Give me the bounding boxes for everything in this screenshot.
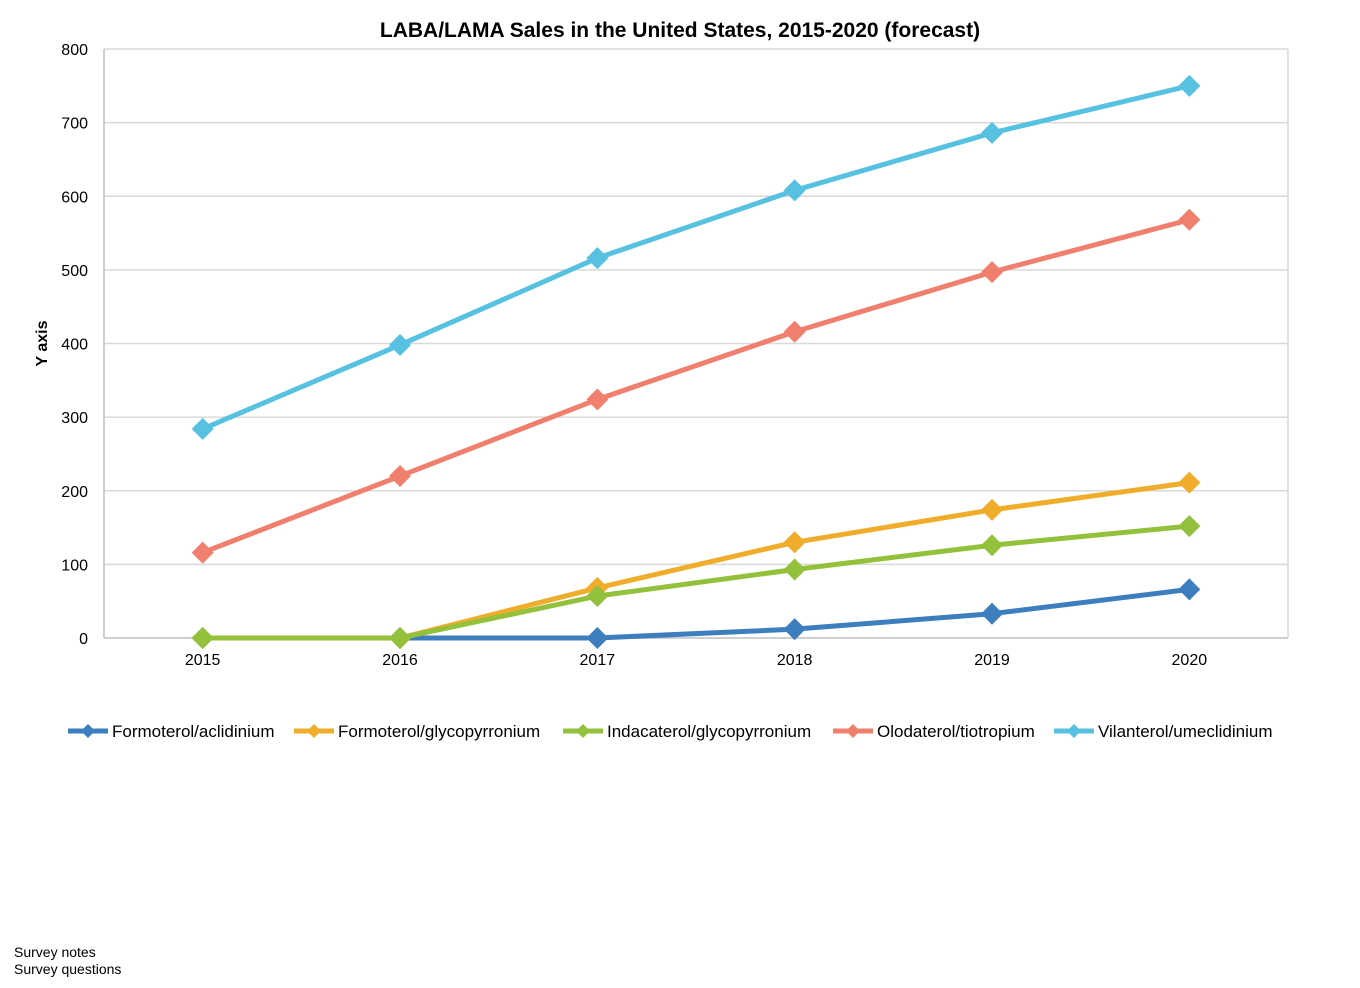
survey-notes: Survey notes Survey questions bbox=[14, 944, 121, 978]
data-point-marker bbox=[389, 333, 411, 356]
legend-marker bbox=[307, 724, 321, 738]
legend-marker bbox=[1067, 724, 1081, 738]
data-point-marker bbox=[586, 585, 609, 608]
x-tick-label: 2016 bbox=[382, 652, 418, 669]
data-point-marker bbox=[586, 627, 609, 649]
y-axis-label: Y axis bbox=[34, 320, 51, 366]
data-point-marker bbox=[981, 261, 1003, 284]
series-line-2 bbox=[200, 480, 1192, 641]
data-point-marker bbox=[389, 627, 411, 649]
legend-label: Indacaterol/glycopyrronium bbox=[607, 722, 811, 741]
data-point-marker bbox=[981, 602, 1003, 625]
series-line-4 bbox=[200, 217, 1192, 556]
series-line-5 bbox=[200, 83, 1192, 432]
y-tick-label: 100 bbox=[61, 557, 88, 574]
data-point-marker bbox=[1178, 74, 1201, 97]
data-point-marker bbox=[191, 541, 214, 564]
data-point-marker bbox=[1178, 208, 1201, 231]
y-tick-label: 400 bbox=[61, 337, 88, 354]
data-point-marker bbox=[1178, 471, 1201, 494]
series-line-1 bbox=[200, 586, 1192, 641]
legend-label: Formoterol/glycopyrronium bbox=[338, 722, 540, 741]
data-point-marker bbox=[191, 627, 214, 649]
data-point-marker bbox=[981, 498, 1003, 521]
y-tick-label: 200 bbox=[61, 484, 88, 501]
data-point-marker bbox=[191, 417, 214, 440]
data-point-marker bbox=[586, 388, 609, 411]
y-tick-label: 0 bbox=[79, 631, 88, 648]
x-tick-label: 2019 bbox=[974, 652, 1010, 669]
x-tick-label: 2018 bbox=[777, 652, 813, 669]
legend-label: Vilanterol/umeclidinium bbox=[1098, 722, 1273, 741]
data-point-marker bbox=[981, 121, 1003, 144]
x-tick-label: 2017 bbox=[580, 652, 616, 669]
chart-title: LABA/LAMA Sales in the United States, 20… bbox=[380, 19, 980, 42]
x-tick-label: 2020 bbox=[1172, 652, 1208, 669]
y-tick-label: 300 bbox=[61, 410, 88, 427]
data-point-marker bbox=[783, 179, 806, 202]
data-point-marker bbox=[586, 247, 609, 270]
data-point-marker bbox=[389, 465, 411, 488]
data-point-marker bbox=[783, 558, 806, 581]
x-tick-label: 2015 bbox=[185, 652, 221, 669]
legend-marker bbox=[576, 724, 590, 738]
y-tick-label: 500 bbox=[61, 263, 88, 280]
legend-marker bbox=[846, 724, 860, 738]
data-point-marker bbox=[783, 320, 806, 343]
data-point-marker bbox=[1178, 515, 1201, 538]
data-point-marker bbox=[783, 618, 806, 641]
y-tick-label: 600 bbox=[61, 189, 88, 206]
survey-notes-link[interactable]: Survey notes bbox=[14, 944, 96, 960]
data-point-marker bbox=[783, 531, 806, 554]
y-tick-label: 800 bbox=[61, 42, 88, 59]
data-point-marker bbox=[1178, 578, 1201, 601]
legend-marker bbox=[81, 724, 95, 738]
data-point-marker bbox=[981, 534, 1003, 557]
legend-label: Olodaterol/tiotropium bbox=[877, 722, 1035, 741]
y-tick-label: 700 bbox=[61, 116, 88, 133]
survey-questions-link[interactable]: Survey questions bbox=[14, 961, 122, 977]
legend-label: Formoterol/aclidinium bbox=[112, 722, 275, 741]
series-line-3 bbox=[200, 523, 1192, 641]
